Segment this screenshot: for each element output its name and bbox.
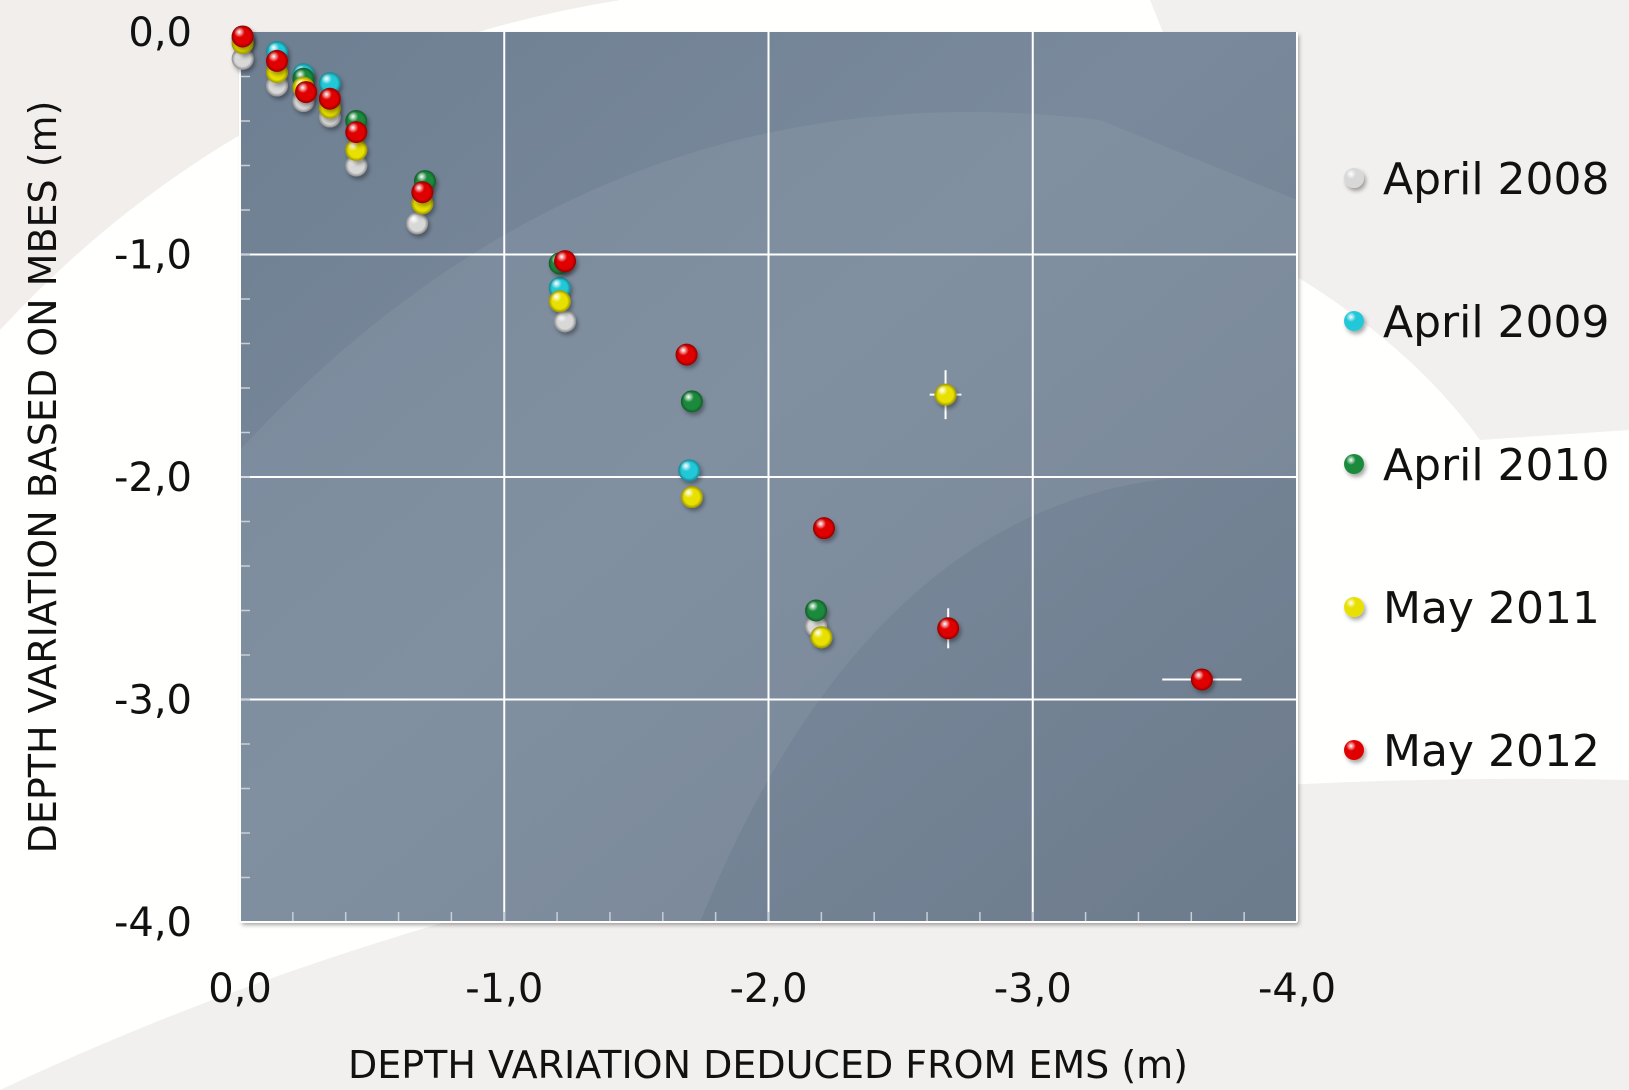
data-point-shade bbox=[265, 49, 288, 72]
data-point-shade bbox=[812, 517, 835, 540]
y-tick-label: -3,0 bbox=[114, 678, 192, 724]
x-axis-title: DEPTH VARIATION DEDUCED FROM EMS (m) bbox=[348, 1043, 1188, 1087]
legend-label: May 2012 bbox=[1383, 726, 1600, 777]
minor-ticks bbox=[240, 75, 1245, 922]
data-point-shade bbox=[231, 25, 254, 48]
gridlines bbox=[240, 32, 1298, 923]
legend: April 2008 April 2009 April 2010 May 2011 Ma… bbox=[1344, 154, 1610, 777]
legend-marker bbox=[1344, 597, 1364, 617]
data-point-shade bbox=[554, 250, 577, 273]
x-tick-label: -4,0 bbox=[1258, 966, 1336, 1012]
legend-item-may-2011: May 2011 bbox=[1344, 583, 1600, 634]
data-point-shade bbox=[345, 121, 368, 144]
data-point-shade bbox=[231, 47, 254, 70]
data-point-shade bbox=[805, 599, 828, 622]
legend-item-may-2012: May 2012 bbox=[1344, 726, 1600, 777]
x-tick-labels: 0,0 -1,0 -2,0 -3,0 -4,0 bbox=[208, 966, 1336, 1012]
x-tick-label: 0,0 bbox=[208, 966, 272, 1012]
legend-marker bbox=[1344, 168, 1364, 188]
data-point-shade bbox=[548, 290, 571, 313]
legend-item-april-2009: April 2009 bbox=[1344, 297, 1610, 348]
data-points bbox=[231, 25, 1213, 691]
data-point-shade bbox=[406, 212, 429, 235]
data-point-shade bbox=[1190, 668, 1213, 691]
y-tick-label: 0,0 bbox=[128, 10, 192, 56]
data-point-shade bbox=[680, 390, 703, 413]
data-point-shade bbox=[295, 81, 318, 104]
legend-label: April 2009 bbox=[1383, 297, 1610, 348]
data-point-shade bbox=[345, 154, 368, 177]
legend-marker bbox=[1344, 311, 1364, 331]
y-tick-labels: 0,0 -1,0 -2,0 -3,0 -4,0 bbox=[114, 10, 192, 946]
x-tick-label: -3,0 bbox=[994, 966, 1072, 1012]
data-point-shade bbox=[934, 383, 957, 406]
axis-lines bbox=[239, 32, 1297, 923]
legend-item-april-2010: April 2010 bbox=[1344, 440, 1610, 491]
data-point-shade bbox=[810, 626, 833, 649]
legend-label: May 2011 bbox=[1383, 583, 1600, 634]
y-tick-label: -4,0 bbox=[114, 900, 192, 946]
y-tick-label: -2,0 bbox=[114, 455, 192, 501]
y-axis-title: DEPTH VARIATION BASED ON MBES (m) bbox=[21, 101, 65, 854]
data-point-shade bbox=[318, 72, 341, 95]
data-point-shade bbox=[675, 343, 698, 366]
data-point-shade bbox=[411, 181, 434, 204]
x-tick-label: -2,0 bbox=[729, 966, 807, 1012]
series-may-2012 bbox=[231, 25, 1213, 691]
data-point-shade bbox=[937, 617, 960, 640]
legend-marker bbox=[1344, 740, 1364, 760]
data-point-shade bbox=[554, 310, 577, 333]
legend-label: April 2010 bbox=[1383, 440, 1610, 491]
legend-item-april-2008: April 2008 bbox=[1344, 154, 1610, 205]
legend-marker bbox=[1344, 454, 1364, 474]
data-point-shade bbox=[318, 87, 341, 110]
data-point-shade bbox=[680, 486, 703, 509]
legend-label: April 2008 bbox=[1383, 154, 1610, 205]
data-point-shade bbox=[678, 459, 701, 482]
data-point-shade bbox=[345, 138, 368, 161]
x-tick-label: -1,0 bbox=[465, 966, 543, 1012]
y-tick-label: -1,0 bbox=[114, 233, 192, 279]
